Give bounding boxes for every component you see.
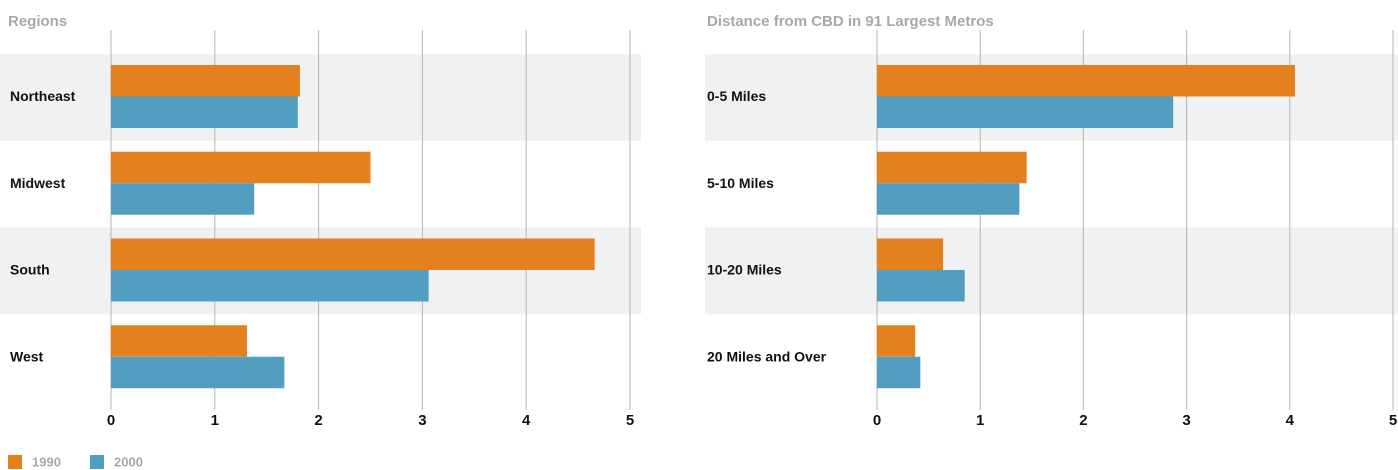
bar — [111, 151, 371, 184]
category-label: Midwest — [10, 175, 66, 191]
bar — [877, 96, 1174, 128]
x-tick-label: 3 — [418, 412, 426, 429]
x-tick-label: 0 — [873, 412, 881, 429]
bar — [111, 65, 300, 97]
x-tick-label: 3 — [1182, 412, 1190, 429]
x-tick-label: 1 — [211, 412, 219, 429]
x-tick-label: 5 — [626, 412, 634, 429]
legend-swatch — [90, 455, 104, 469]
x-tick-label: 0 — [107, 412, 115, 429]
bar — [111, 183, 255, 215]
row-band — [0, 54, 641, 141]
bar — [877, 65, 1295, 97]
category-label: West — [10, 348, 44, 364]
bar — [877, 270, 965, 302]
bar — [111, 356, 285, 389]
bar — [877, 238, 944, 270]
bar — [111, 238, 595, 270]
x-tick-label: 1 — [976, 412, 984, 429]
category-label: Northeast — [10, 88, 76, 104]
x-tick-label: 2 — [1079, 412, 1087, 429]
bar — [111, 270, 429, 302]
category-label: 0-5 Miles — [707, 88, 766, 104]
bar — [877, 183, 1020, 215]
bar — [877, 356, 921, 389]
category-label: 5-10 Miles — [707, 175, 774, 191]
bar — [111, 325, 247, 357]
legend-label: 2000 — [114, 454, 143, 469]
chart-title: Distance from CBD in 91 Largest Metros — [707, 13, 994, 30]
x-tick-label: 4 — [1286, 412, 1295, 429]
category-label: South — [10, 262, 50, 278]
bar — [111, 96, 298, 128]
row-band — [705, 227, 1398, 315]
bar — [877, 325, 916, 357]
x-tick-label: 5 — [1389, 412, 1397, 429]
bar — [877, 151, 1027, 184]
legend-swatch — [8, 455, 22, 469]
category-label: 20 Miles and Over — [707, 348, 827, 364]
chart-title: Regions — [8, 13, 67, 30]
category-label: 10-20 Miles — [707, 262, 782, 278]
x-tick-label: 2 — [314, 412, 322, 429]
x-tick-label: 4 — [522, 412, 531, 429]
legend-label: 1990 — [32, 454, 61, 469]
